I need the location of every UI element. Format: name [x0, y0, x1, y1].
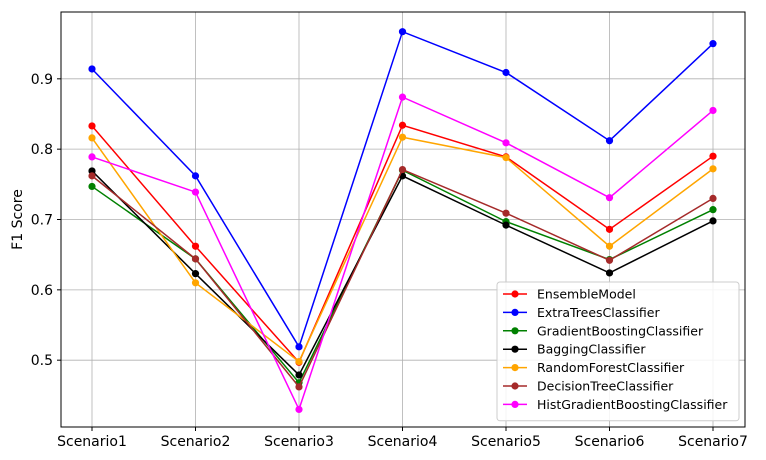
- legend-marker: [511, 364, 519, 372]
- x-tick-label: Scenario7: [678, 434, 748, 450]
- series: [88, 167, 717, 379]
- legend-label: BaggingClassifier: [537, 342, 646, 357]
- legend-label: GradientBoostingClassifier: [537, 323, 704, 338]
- legend-item: ExtraTreesClassifier: [503, 305, 660, 320]
- data-point: [398, 121, 407, 129]
- data-point: [88, 167, 96, 175]
- legend-item: HistGradientBoostingClassifier: [503, 397, 728, 412]
- legend-marker: [511, 308, 519, 316]
- data-point: [605, 269, 614, 277]
- data-point: [88, 153, 96, 161]
- legend-marker: [511, 327, 519, 335]
- data-point: [605, 225, 614, 233]
- y-tick-label: 0.8: [31, 142, 53, 158]
- data-point: [605, 137, 614, 145]
- legend-item: GradientBoostingClassifier: [503, 323, 704, 338]
- data-point: [709, 217, 717, 225]
- data-point: [398, 28, 407, 36]
- data-point: [605, 194, 614, 202]
- y-tick-label: 0.6: [31, 283, 53, 299]
- data-point: [709, 40, 717, 48]
- data-point: [605, 242, 614, 250]
- data-point: [502, 154, 510, 162]
- legend-marker: [511, 382, 519, 390]
- data-point: [88, 172, 96, 180]
- legend-marker: [511, 345, 519, 353]
- x-tick-label: Scenario2: [161, 434, 231, 450]
- legend-item: EnsembleModel: [503, 287, 636, 302]
- data-point: [295, 357, 303, 366]
- legend-label: RandomForestClassifier: [537, 360, 685, 375]
- data-point: [88, 122, 96, 130]
- y-axis-title: F1 Score: [10, 189, 26, 250]
- data-point: [502, 139, 510, 147]
- y-tick-label: 0.5: [31, 353, 53, 369]
- data-point: [295, 371, 303, 379]
- data-point: [502, 68, 510, 77]
- data-point: [295, 405, 303, 414]
- x-tick-label: Scenario4: [368, 434, 438, 450]
- data-point: [191, 279, 200, 287]
- data-point: [502, 209, 510, 217]
- y-tick-label: 0.9: [31, 72, 53, 88]
- series: [88, 165, 717, 391]
- legend: EnsembleModel ExtraTreesClassifier Gradien…: [496, 281, 740, 422]
- y-tick-label: 0.7: [31, 213, 53, 229]
- legend-item: RandomForestClassifier: [503, 360, 685, 375]
- data-point: [502, 221, 510, 229]
- data-point: [88, 134, 96, 142]
- data-point: [88, 182, 96, 191]
- data-point: [191, 255, 200, 263]
- legend-marker: [511, 290, 519, 298]
- data-point: [88, 65, 96, 73]
- legend-box: [496, 281, 740, 422]
- legend-item: DecisionTreeClassifier: [503, 379, 674, 394]
- data-point: [191, 242, 200, 250]
- data-point: [398, 133, 407, 141]
- legend-label: HistGradientBoostingClassifier: [537, 397, 728, 412]
- legend-marker: [511, 400, 519, 408]
- data-point: [709, 106, 717, 115]
- series: [88, 133, 717, 366]
- data-point: [605, 256, 614, 264]
- data-point: [295, 343, 303, 351]
- data-point: [191, 172, 200, 180]
- series: [88, 93, 717, 414]
- data-point: [709, 194, 717, 202]
- x-tick-label: Scenario1: [57, 434, 127, 450]
- x-tick-label: Scenario5: [471, 434, 541, 450]
- data-point: [709, 152, 717, 160]
- legend-label: ExtraTreesClassifier: [537, 305, 660, 320]
- data-point: [709, 165, 717, 173]
- data-point: [295, 383, 303, 391]
- data-point: [191, 270, 200, 278]
- legend-item: BaggingClassifier: [503, 342, 646, 357]
- axis-ticks: Scenario1 Scenario2 Scenario3 Scenario4 Scen…: [31, 72, 748, 450]
- series: [88, 28, 717, 351]
- x-tick-label: Scenario3: [264, 434, 334, 450]
- series-layer: [88, 28, 717, 414]
- legend-label: EnsembleModel: [537, 287, 636, 302]
- data-point: [709, 206, 717, 214]
- legend-label: DecisionTreeClassifier: [537, 379, 674, 394]
- data-point: [398, 165, 407, 174]
- data-point: [191, 188, 200, 196]
- data-point: [398, 93, 407, 101]
- x-tick-label: Scenario6: [575, 434, 645, 450]
